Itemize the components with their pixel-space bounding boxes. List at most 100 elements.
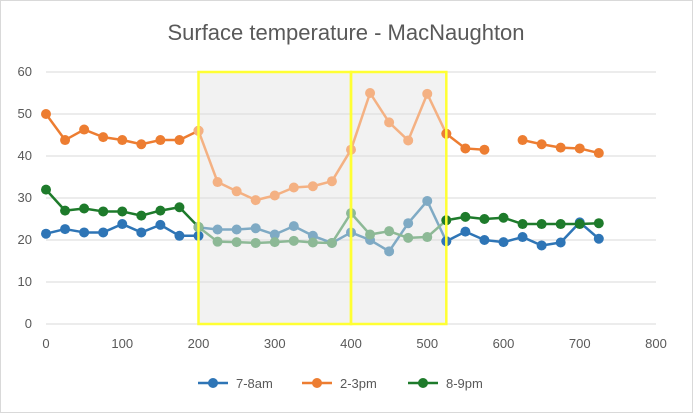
data-point-2-3pm-1-3 — [250, 195, 261, 206]
data-point-7-8am-1-1 — [212, 224, 223, 235]
series-2-3pm — [41, 88, 604, 206]
series-8-9pm — [41, 184, 604, 248]
data-point-2-3pm-1-12 — [422, 88, 433, 99]
y-tick-label-30: 30 — [18, 190, 32, 205]
data-point-7-8am-1-5 — [288, 221, 299, 232]
y-tick-label-60: 60 — [18, 64, 32, 79]
data-point-7-8am-0-7 — [174, 230, 185, 241]
legend: 7-8am 2-3pm 8-9pm — [198, 376, 483, 391]
data-point-2-3pm-1-10 — [384, 117, 395, 128]
data-point-7-8am-1-2 — [231, 224, 242, 235]
data-point-7-8am-1-12 — [422, 195, 433, 206]
data-point-7-8am-1-10 — [384, 246, 395, 257]
data-point-8-9pm-0-7 — [174, 202, 185, 213]
data-point-2-3pm-1-9 — [365, 88, 376, 98]
data-point-2-3pm-2-2 — [479, 144, 490, 155]
data-point-2-3pm-0-3 — [98, 132, 109, 143]
highlight-region-border-1 — [349, 70, 448, 326]
data-point-8-9pm-1-7 — [326, 237, 337, 248]
data-point-8-9pm-2-4 — [517, 219, 528, 230]
data-point-2-3pm-2-1 — [460, 143, 471, 154]
data-point-8-9pm-1-11 — [403, 232, 414, 243]
y-tick-label-20: 20 — [18, 232, 32, 247]
data-point-2-3pm-1-5 — [288, 182, 299, 193]
data-point-7-8am-0-5 — [136, 227, 147, 238]
y-axis-ticks: 0 10 20 30 40 50 60 — [18, 64, 32, 331]
data-point-8-9pm-2-5 — [536, 219, 547, 230]
data-point-7-8am-2-4 — [517, 232, 528, 243]
data-point-8-9pm-0-0 — [41, 184, 51, 195]
data-point-2-3pm-0-7 — [174, 135, 185, 146]
data-point-7-8am-0-6 — [155, 219, 166, 230]
data-point-2-3pm-0-4 — [117, 135, 128, 146]
legend-marker-8-9pm — [418, 378, 428, 388]
data-point-2-3pm-0-2 — [79, 124, 90, 135]
legend-marker-2-3pm — [312, 378, 322, 388]
data-point-2-3pm-1-7 — [326, 176, 337, 187]
data-point-2-3pm-3-4 — [593, 148, 604, 159]
data-point-8-9pm-1-2 — [231, 237, 242, 248]
data-point-2-3pm-1-6 — [307, 181, 318, 192]
data-point-2-3pm-3-1 — [536, 139, 547, 150]
data-point-2-3pm-3-2 — [555, 142, 566, 153]
y-tick-label-40: 40 — [18, 148, 32, 163]
data-point-7-8am-1-4 — [269, 229, 280, 240]
data-point-7-8am-0-0 — [41, 228, 51, 239]
data-point-8-9pm-2-3 — [498, 212, 509, 223]
data-point-7-8am-2-5 — [536, 240, 547, 251]
data-point-7-8am-2-3 — [498, 237, 509, 248]
data-point-2-3pm-3-3 — [574, 143, 585, 154]
legend-label-2-3pm: 2-3pm — [340, 376, 377, 391]
data-point-8-9pm-0-1 — [60, 205, 71, 216]
data-point-2-3pm-3-0 — [517, 135, 528, 146]
data-point-8-9pm-1-12 — [422, 232, 433, 243]
data-point-8-9pm-1-5 — [288, 235, 299, 246]
x-tick-label-500: 500 — [416, 336, 438, 351]
data-point-7-8am-0-3 — [98, 227, 109, 238]
x-tick-label-0: 0 — [42, 336, 49, 351]
data-point-2-3pm-1-4 — [269, 190, 280, 201]
data-point-8-9pm-1-9 — [365, 229, 376, 240]
data-point-8-9pm-0-5 — [136, 210, 147, 221]
data-point-8-9pm-2-7 — [574, 219, 585, 230]
data-point-7-8am-2-6 — [555, 237, 566, 248]
data-point-8-9pm-1-3 — [250, 237, 261, 248]
x-tick-label-300: 300 — [264, 336, 286, 351]
data-point-2-3pm-0-0 — [41, 109, 51, 119]
x-tick-label-200: 200 — [188, 336, 210, 351]
data-point-7-8am-2-2 — [479, 235, 490, 245]
data-point-7-8am-0-1 — [60, 224, 71, 235]
data-point-8-9pm-0-4 — [117, 206, 128, 217]
data-point-2-3pm-0-1 — [60, 135, 71, 146]
y-tick-label-10: 10 — [18, 274, 32, 289]
data-point-2-3pm-0-5 — [136, 139, 147, 150]
data-point-2-3pm-1-11 — [403, 135, 414, 146]
chart-title: Surface temperature - MacNaughton — [167, 20, 524, 45]
data-point-8-9pm-1-10 — [384, 226, 395, 237]
x-tick-label-600: 600 — [493, 336, 515, 351]
data-point-7-8am-1-3 — [250, 223, 261, 234]
data-point-7-8am-0-2 — [79, 227, 90, 238]
series-layer — [41, 88, 604, 257]
x-axis-ticks: 0 100 200 300 400 500 600 700 800 — [42, 336, 666, 351]
data-point-7-8am-2-1 — [460, 226, 471, 237]
legend-label-7-8am: 7-8am — [236, 376, 273, 391]
data-point-8-9pm-0-2 — [79, 203, 90, 214]
y-tick-label-50: 50 — [18, 106, 32, 121]
x-tick-label-800: 800 — [645, 336, 667, 351]
data-point-7-8am-0-4 — [117, 219, 128, 230]
data-point-8-9pm-0-3 — [98, 206, 109, 217]
x-tick-label-400: 400 — [340, 336, 362, 351]
data-point-8-9pm-2-8 — [593, 218, 604, 229]
data-point-8-9pm-2-1 — [460, 211, 471, 222]
legend-label-8-9pm: 8-9pm — [446, 376, 483, 391]
data-point-8-9pm-1-4 — [269, 237, 280, 248]
data-point-8-9pm-0-6 — [155, 205, 166, 216]
data-point-2-3pm-1-2 — [231, 186, 242, 197]
data-point-7-8am-2-8 — [593, 233, 604, 244]
data-point-7-8am-1-11 — [403, 218, 414, 229]
y-tick-label-0: 0 — [25, 316, 32, 331]
x-tick-label-100: 100 — [111, 336, 133, 351]
x-tick-label-700: 700 — [569, 336, 591, 351]
